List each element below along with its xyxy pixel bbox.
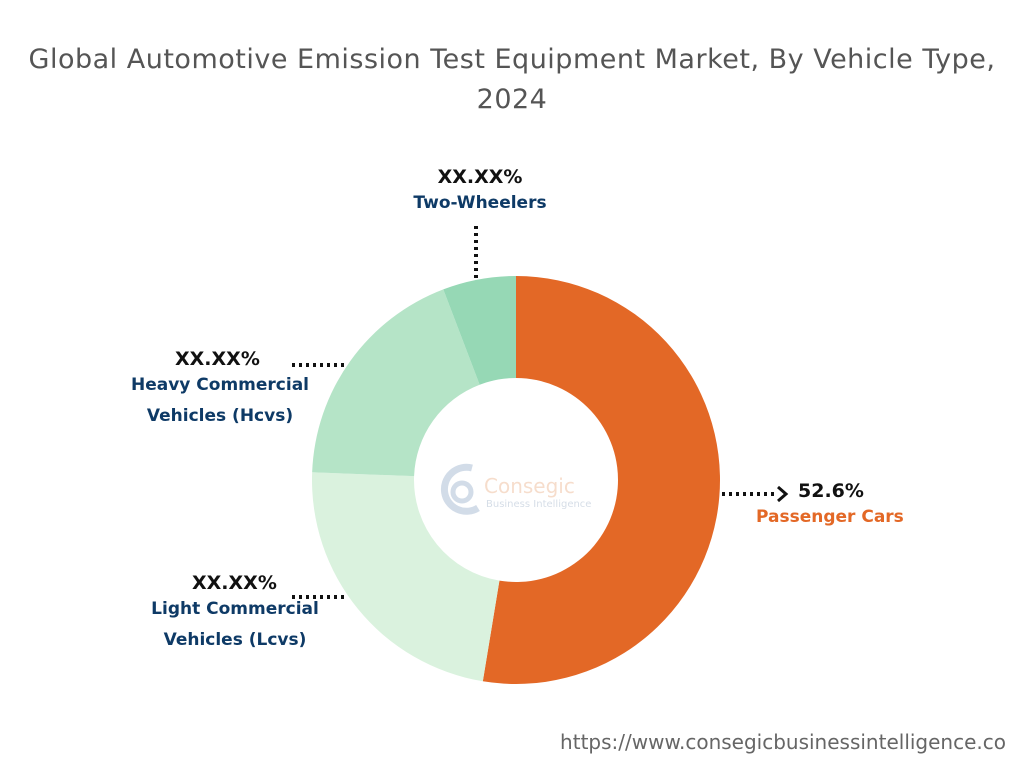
pct-passenger-cars: 52.6% xyxy=(798,480,864,502)
name-two-wheelers: Two-Wheelers xyxy=(413,193,547,213)
slice-two-wheelers xyxy=(443,276,516,385)
footer-url[interactable]: https://www.consegicbusinessintelligence… xyxy=(560,730,1006,754)
arrowhead-icon xyxy=(777,485,789,503)
name-lcv: Light Commercial Vehicles (Lcvs) xyxy=(151,599,319,650)
label-two-wheelers: XX.XX% Two-Wheelers xyxy=(390,166,570,219)
svg-text:Consegic: Consegic xyxy=(484,474,575,498)
name-passenger-cars: Passenger Cars xyxy=(756,507,904,527)
name-hcv: Heavy Commercial Vehicles (Hcvs) xyxy=(130,375,309,426)
slice-light-commercial-vehicles-lcvs xyxy=(312,472,500,682)
pct-hcv: XX.XX% xyxy=(175,348,260,370)
slice-passenger-cars xyxy=(482,276,720,685)
pct-lcv: XX.XX% xyxy=(192,572,277,594)
slice-heavy-commercial-vehicles-hcvs xyxy=(312,289,480,477)
label-passenger-cars: 52.6% Passenger Cars xyxy=(745,480,925,533)
svg-text:Business Intelligence: Business Intelligence xyxy=(486,499,591,510)
label-hcv: XX.XX% Heavy Commercial Vehicles (Hcvs) xyxy=(120,348,320,432)
pct-two-wheelers: XX.XX% xyxy=(437,166,523,188)
chart-title: Global Automotive Emission Test Equipmen… xyxy=(28,44,996,115)
label-lcv: XX.XX% Light Commercial Vehicles (Lcvs) xyxy=(135,572,335,656)
